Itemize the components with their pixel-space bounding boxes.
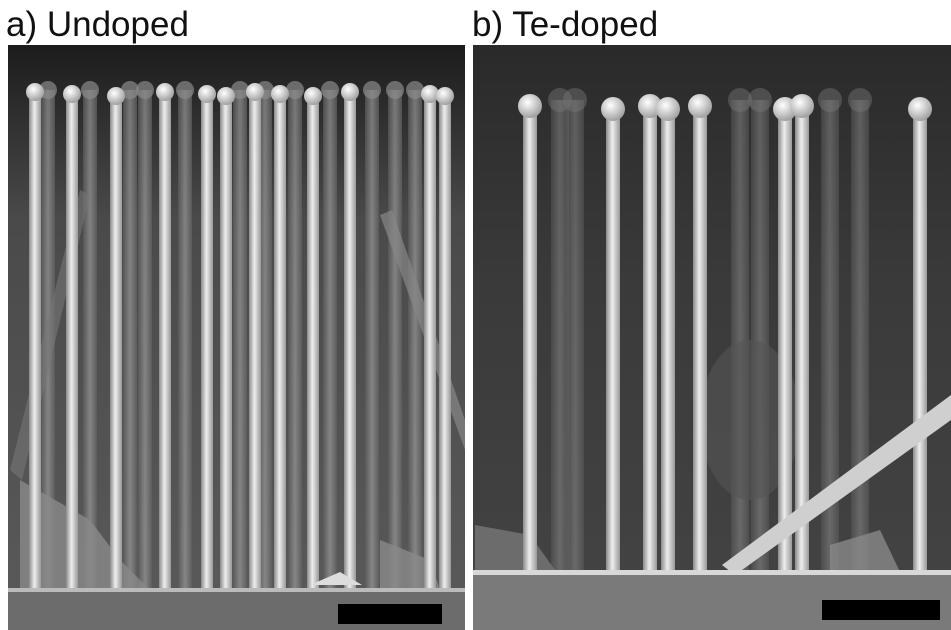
nanowire — [439, 96, 451, 592]
nanowire — [220, 96, 232, 592]
nanowire — [913, 109, 927, 573]
nanowire — [693, 106, 707, 573]
nanowire-cap — [363, 81, 381, 99]
nanowire-cap — [848, 88, 872, 112]
nanowire-blurred — [83, 90, 97, 590]
scale-bar — [822, 600, 940, 620]
substrate-edge — [8, 588, 465, 592]
nanowire — [159, 92, 171, 592]
nanowire — [274, 94, 286, 592]
figure: a) Undoped b) Te-doped — [0, 0, 951, 630]
nanowire-cap — [386, 81, 404, 99]
nanowire-blurred — [751, 100, 769, 572]
nanowire-cap — [271, 85, 289, 103]
nanowire — [249, 92, 261, 592]
nanowire-cap — [518, 94, 542, 118]
nanowire-cap — [656, 97, 680, 121]
nanowire-cap — [304, 87, 322, 105]
nanowire-cap — [688, 94, 712, 118]
nanowire — [307, 96, 319, 592]
nanowire-cap — [136, 81, 154, 99]
nanowire-cap — [563, 88, 587, 112]
nanowire-blurred — [288, 90, 302, 590]
nanowire-cap — [601, 97, 625, 121]
nanowire-cap — [246, 83, 264, 101]
nanowire-cap — [217, 87, 235, 105]
nanowire-blurred — [233, 90, 247, 590]
nanowire — [29, 92, 41, 592]
nanowire-cap — [341, 83, 359, 101]
nanowire-cap — [818, 88, 842, 112]
nanowire-cap — [176, 81, 194, 99]
nanowire-cap — [198, 85, 216, 103]
micrograph-undoped — [8, 45, 465, 630]
nanowire — [661, 109, 675, 573]
nanowire — [110, 96, 122, 592]
nanowire-blurred — [138, 90, 152, 590]
nanowire-cap — [26, 83, 44, 101]
substrate-edge — [473, 570, 951, 575]
nanowire-blurred — [731, 100, 749, 572]
micrograph-te-doped — [473, 45, 951, 630]
nanowire-cap — [790, 94, 814, 118]
panel-label: b) Te-doped — [472, 5, 658, 44]
nanowire — [606, 109, 620, 573]
scale-bar — [338, 604, 442, 624]
nanowire-cap — [321, 81, 339, 99]
nanowire-blurred — [123, 90, 137, 590]
nanowire — [344, 92, 356, 592]
nanowire-blurred — [323, 90, 337, 590]
nanowire — [523, 106, 537, 573]
nanowire — [201, 94, 213, 592]
nanowire-cap — [63, 85, 81, 103]
panel-label: a) Undoped — [6, 5, 189, 44]
nanowire-blurred — [365, 90, 379, 590]
nanowire-blurred — [408, 90, 422, 590]
nanowire-cap — [156, 83, 174, 101]
nanowire-cap — [436, 87, 454, 105]
nanowire-blurred — [851, 100, 869, 572]
nanowire-blurred — [388, 90, 402, 590]
nanowire-blurred — [178, 90, 192, 590]
nanowire — [643, 106, 657, 573]
nanowire-cap — [748, 88, 772, 112]
nanowire — [778, 109, 792, 573]
nanowire-cap — [107, 87, 125, 105]
nanowire — [424, 94, 436, 592]
nanowire-blurred — [566, 100, 584, 572]
nanowire — [66, 94, 78, 592]
nanowire-cap — [81, 81, 99, 99]
nanowire-cap — [908, 97, 932, 121]
